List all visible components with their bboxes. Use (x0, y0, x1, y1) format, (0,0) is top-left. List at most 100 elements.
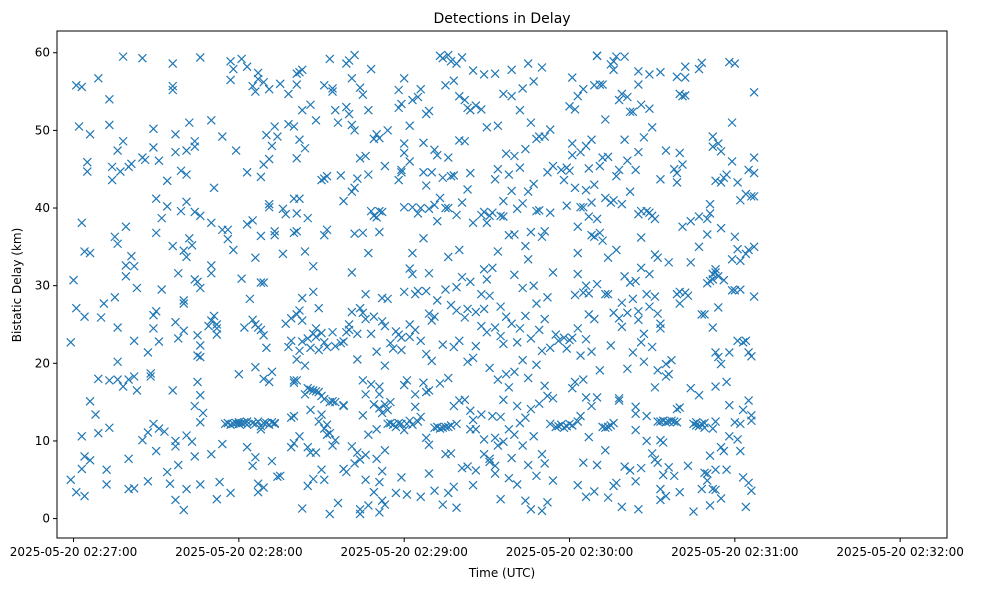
data-point (697, 419, 707, 429)
data-point (297, 105, 307, 115)
data-point (231, 146, 241, 155)
data-point (628, 107, 638, 117)
data-point (253, 74, 263, 84)
data-point (518, 441, 528, 451)
data-point (405, 332, 415, 342)
data-point (151, 194, 161, 204)
data-point (319, 80, 329, 90)
data-point (223, 225, 233, 235)
data-point (388, 344, 398, 353)
data-point (498, 339, 508, 349)
data-point (578, 458, 588, 468)
data-point (680, 73, 690, 83)
data-point (179, 295, 189, 305)
data-point (405, 121, 415, 131)
data-point (118, 136, 128, 146)
data-point (198, 408, 208, 418)
data-point (399, 380, 409, 390)
data-point (248, 461, 258, 471)
y-tick-label: 10 (35, 434, 50, 448)
data-point (399, 287, 409, 297)
data-point (435, 193, 445, 203)
data-point (669, 164, 679, 174)
data-point (625, 278, 635, 287)
data-point (620, 135, 630, 145)
data-point (744, 348, 754, 357)
data-point (565, 419, 574, 429)
data-point (306, 343, 315, 353)
data-point (182, 197, 191, 207)
data-point (689, 507, 698, 517)
data-point (730, 232, 740, 242)
data-point (672, 72, 682, 82)
y-tick-label: 50 (35, 123, 50, 137)
data-point (537, 232, 547, 242)
data-point (487, 411, 497, 421)
data-point (741, 189, 751, 199)
data-point (526, 504, 536, 514)
data-point (289, 375, 299, 385)
data-point (647, 122, 657, 132)
data-point (270, 226, 280, 236)
data-point (724, 57, 734, 67)
data-point (446, 448, 456, 458)
data-point (380, 321, 390, 331)
data-point (529, 179, 539, 189)
x-tick-label: 2025-05-20 02:32:00 (836, 545, 963, 559)
data-point (476, 289, 486, 299)
data-point (534, 205, 544, 215)
data-point (168, 85, 178, 95)
data-point (711, 382, 720, 392)
data-point (512, 480, 522, 489)
data-point (578, 375, 588, 385)
data-point (121, 261, 131, 270)
data-point (644, 302, 654, 312)
data-point (151, 306, 161, 316)
data-point (113, 357, 123, 367)
data-point (110, 292, 120, 302)
data-point (143, 476, 153, 486)
data-point (592, 460, 602, 470)
data-point (137, 53, 147, 63)
data-point (380, 445, 390, 455)
data-point (306, 100, 315, 110)
data-point (446, 56, 456, 66)
data-point (295, 135, 304, 145)
data-point (567, 73, 577, 83)
data-point (548, 476, 558, 485)
data-point (716, 493, 726, 503)
data-point (91, 410, 101, 419)
data-point (168, 386, 178, 395)
data-point (498, 395, 508, 405)
data-point (617, 502, 627, 512)
marker-layer (66, 50, 759, 519)
data-point (157, 285, 167, 294)
data-point (173, 460, 183, 470)
data-point (121, 222, 131, 232)
data-point (408, 269, 417, 279)
data-point (195, 211, 205, 221)
data-point (397, 167, 406, 177)
data-point (449, 170, 459, 180)
data-point (468, 415, 478, 425)
data-point (496, 412, 506, 422)
data-point (416, 203, 426, 213)
data-point (507, 453, 517, 463)
data-point (391, 422, 401, 432)
data-point (526, 404, 536, 414)
data-point (504, 382, 514, 392)
data-point (149, 143, 158, 152)
data-point (295, 346, 304, 356)
data-point (675, 299, 685, 308)
data-point (292, 226, 302, 236)
data-point (264, 202, 274, 212)
data-point (735, 285, 745, 294)
data-point (611, 478, 621, 488)
data-point (355, 303, 365, 313)
data-point (69, 275, 78, 285)
data-point (523, 373, 533, 383)
data-point (611, 52, 621, 62)
data-point (173, 334, 183, 343)
data-point (267, 456, 277, 466)
